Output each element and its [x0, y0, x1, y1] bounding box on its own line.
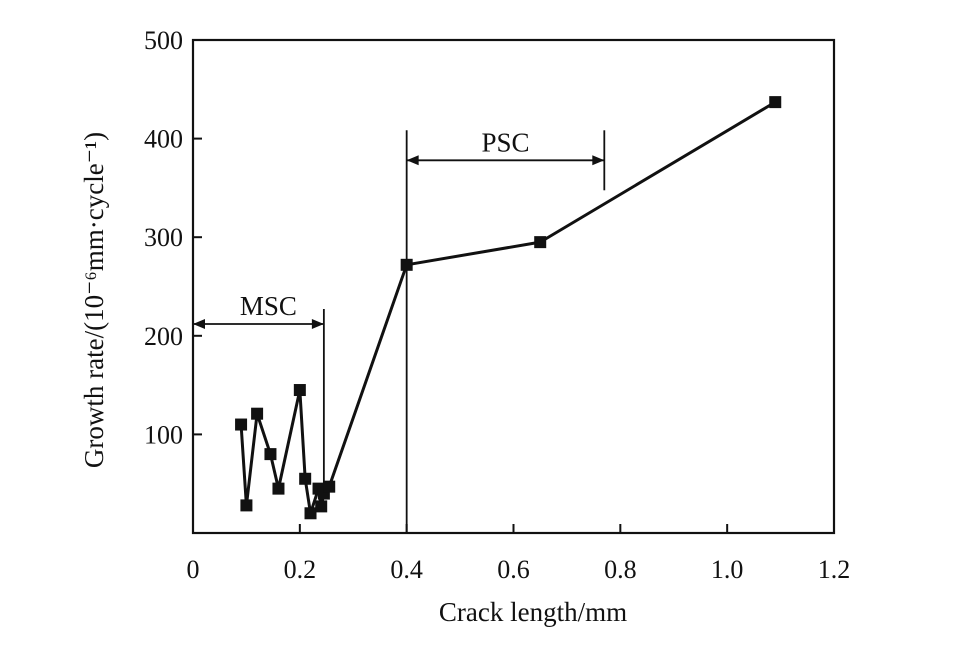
x-tick-label: 0.8: [604, 555, 637, 584]
y-tick-label: 400: [144, 125, 183, 154]
annotations: MSC PSC: [193, 127, 606, 533]
annotation-arrow-left: [406, 155, 419, 166]
data-point: [769, 96, 782, 109]
annotation-msc: MSC: [193, 291, 325, 493]
data-point: [534, 236, 547, 249]
x-tick-label: 1.2: [818, 555, 851, 584]
x-axis-title: Crack length/mm: [439, 597, 627, 627]
series-line: [239, 100, 777, 515]
y-tick-label: 100: [144, 420, 183, 449]
data-point: [299, 472, 312, 485]
data-point: [323, 480, 336, 493]
annotation-label: PSC: [481, 127, 529, 157]
y-tick-label: 300: [144, 223, 183, 252]
annotation-label: MSC: [240, 291, 297, 321]
annotation-psc: PSC: [405, 127, 606, 533]
data-point: [304, 507, 317, 520]
x-tick-label: 0.2: [284, 555, 317, 584]
y-axis-title: Growth rate/(10⁻⁶mm·cycle⁻¹): [79, 132, 109, 468]
plot-frame: [191, 38, 836, 535]
data-point: [293, 384, 306, 397]
data-point: [272, 482, 285, 495]
series: [235, 96, 782, 520]
annotation-arrow-right: [311, 318, 324, 329]
data-point: [264, 448, 277, 461]
data-point: [235, 418, 248, 431]
x-tick-label: 0.6: [497, 555, 530, 584]
x-tick-label: 0: [187, 555, 200, 584]
data-point: [315, 500, 328, 513]
data-point: [400, 258, 413, 271]
y-tick-label: 200: [144, 322, 183, 351]
x-tick-label: 1.0: [711, 555, 744, 584]
x-tick-label: 0.4: [390, 555, 423, 584]
annotation-arrow-left: [193, 318, 205, 329]
data-point: [240, 499, 253, 512]
annotation-arrow-right: [592, 155, 605, 166]
y-tick-label: 500: [144, 26, 183, 55]
data-point: [251, 407, 264, 420]
ticks: 0 0.2 0.4 0.6 0.8 1.0 1.2 100 200 300 400 500: [144, 26, 850, 584]
